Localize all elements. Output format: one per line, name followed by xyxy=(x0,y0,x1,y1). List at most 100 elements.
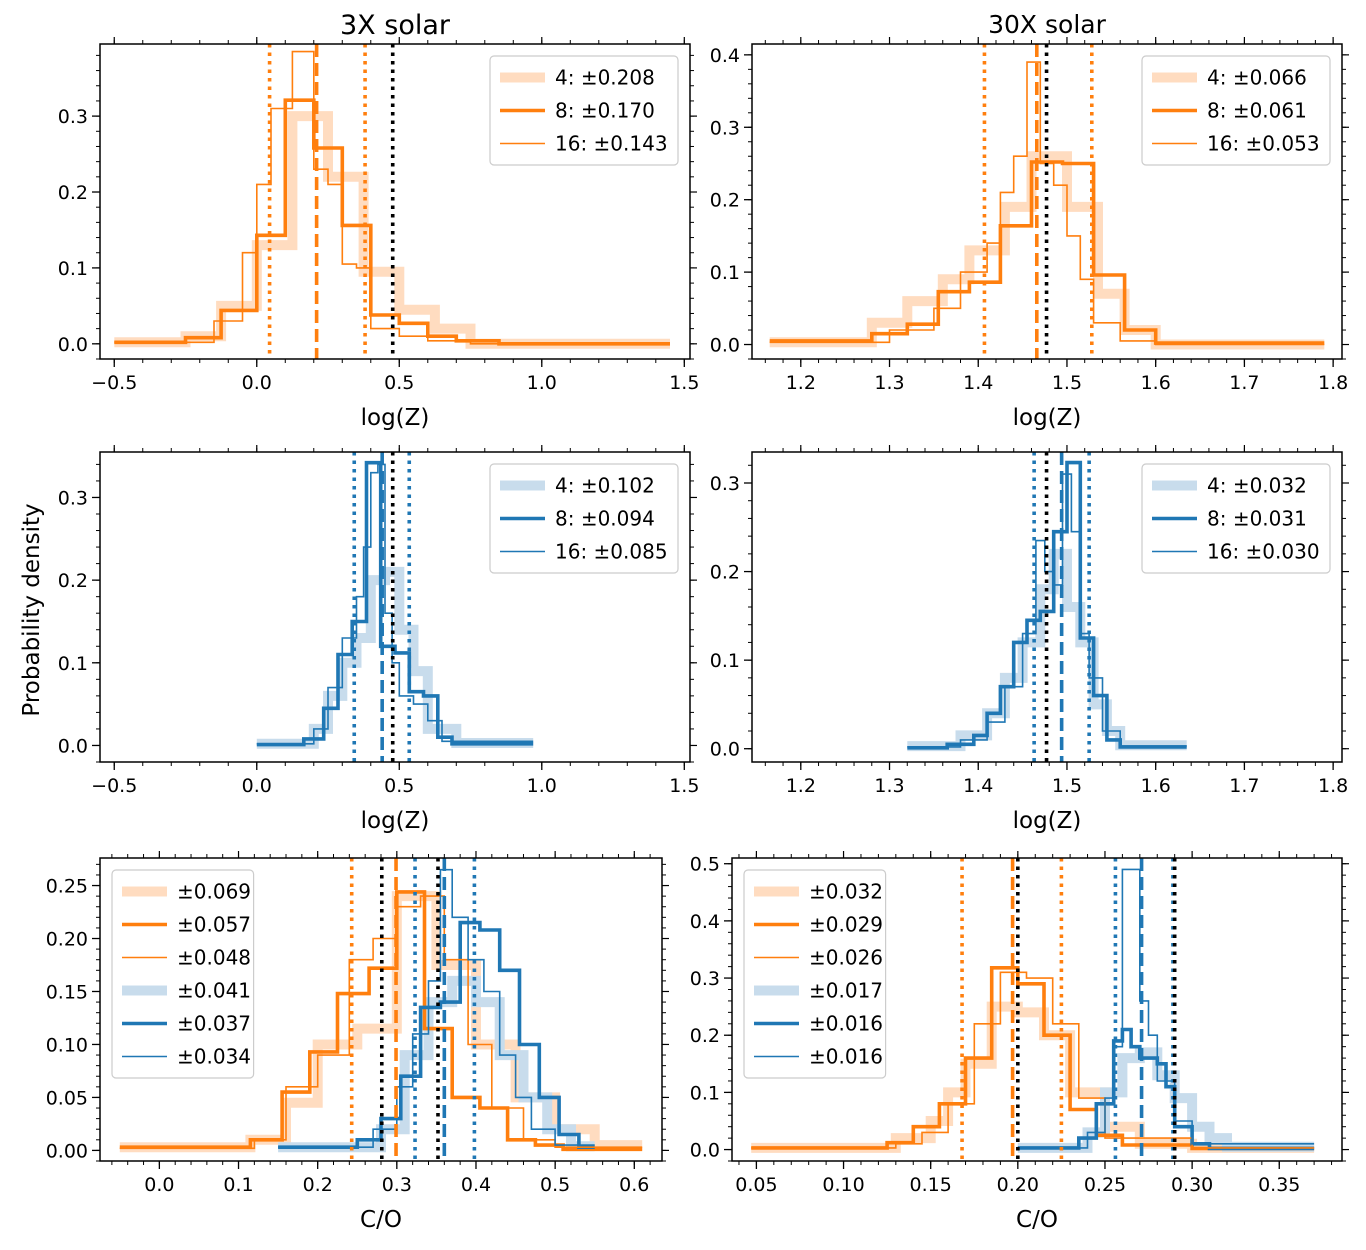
y-tick-label: 0.2 xyxy=(690,1025,720,1047)
y-tick-label: 0.0 xyxy=(710,335,740,357)
x-tick-label: 0.35 xyxy=(1258,1174,1300,1196)
title-3x-solar: 3X solar xyxy=(340,10,450,41)
legend-entry-label: ±0.026 xyxy=(809,946,883,970)
x-tick-label: 1.2 xyxy=(786,372,816,394)
x-tick-label: 0.1 xyxy=(223,1174,253,1196)
plot-area xyxy=(907,452,1187,762)
y-tick-label: 0.3 xyxy=(58,106,88,128)
legend-entry-label: ±0.057 xyxy=(177,913,251,937)
legend-box xyxy=(743,869,887,1079)
x-tick-label: 1.2 xyxy=(786,775,816,797)
y-tick-label: 0.1 xyxy=(710,262,740,284)
y-tick-label: 0.0 xyxy=(58,334,88,356)
hist-series-blue-4 xyxy=(278,975,595,1153)
legend-entry-label: ±0.016 xyxy=(809,1045,883,1069)
x-tick-label: −0.5 xyxy=(91,372,137,394)
x-tick-label: 1.5 xyxy=(1052,775,1082,797)
x-tick-label: 0.25 xyxy=(1084,1174,1126,1196)
legend: ±0.032 ±0.029 ±0.026 ±0.017 ±0.016 ±0.016 xyxy=(743,869,887,1079)
title-30x-solar: 30X solar xyxy=(988,10,1106,39)
legend-entry-label: 4: ±0.208 xyxy=(555,66,655,90)
legend: 4: ±0.066 8: ±0.061 16: ±0.053 xyxy=(1141,55,1331,166)
hist-series-orange-16 xyxy=(119,895,643,1150)
y-tick-label: 0.5 xyxy=(690,854,720,876)
legend-entry-label: 16: ±0.143 xyxy=(555,132,668,156)
y-tick-label: 0.4 xyxy=(710,45,740,67)
legend-box xyxy=(489,55,679,166)
hist-series-8 xyxy=(907,460,1187,750)
x-tick-label: 1.3 xyxy=(874,775,904,797)
x-tick-label: 1.4 xyxy=(963,372,993,394)
legend-entry-label: ±0.029 xyxy=(809,913,883,937)
legend-box xyxy=(111,869,255,1079)
x-tick-label: 0.20 xyxy=(997,1174,1039,1196)
y-tick-label: 0.3 xyxy=(710,117,740,139)
legend-entry-label: ±0.017 xyxy=(809,979,883,1003)
panel-p5: 0.0 0.1 0.2 0.3 0.4 0.5 0.6 0.00 0.05 0.10 0.15 0.2… xyxy=(46,851,669,1233)
legend-entry-label: 8: ±0.031 xyxy=(1207,507,1307,531)
y-tick-label: 0.25 xyxy=(46,876,88,898)
y-tick-label: 0.10 xyxy=(46,1034,88,1056)
legend-entry-label: ±0.069 xyxy=(177,880,251,904)
axes-frame xyxy=(731,857,1343,1162)
x-tick-label: 1.8 xyxy=(1318,775,1348,797)
panel-p2: 1.2 1.3 1.4 1.5 1.6 1.7 1.8 0.0 0.1 0.2 0.3 0.4 log(… xyxy=(710,37,1349,431)
legend-entry-label: ±0.016 xyxy=(809,1012,883,1036)
plot-area xyxy=(256,452,534,762)
legend-entry-label: ±0.037 xyxy=(177,1012,251,1036)
y-tick-label: 0.05 xyxy=(46,1087,88,1109)
hist-series-4 xyxy=(256,566,534,749)
y-tick-label: 0.2 xyxy=(58,570,88,592)
x-axis-label: log(Z) xyxy=(1013,405,1082,431)
hist-series-blue-8 xyxy=(278,920,595,1149)
y-tick-label: 0.1 xyxy=(710,650,740,672)
y-tick-label: 0.0 xyxy=(690,1140,720,1162)
legend: 4: ±0.102 8: ±0.094 16: ±0.085 xyxy=(489,463,679,574)
legend-entry-label: 8: ±0.170 xyxy=(555,99,655,123)
x-tick-label: 0.6 xyxy=(619,1174,649,1196)
y-tick-label: 0.1 xyxy=(690,1082,720,1104)
x-tick-label: 0.0 xyxy=(242,372,272,394)
x-tick-label: 1.0 xyxy=(527,775,557,797)
legend-entry-label: ±0.034 xyxy=(177,1045,251,1069)
legend-box xyxy=(489,463,679,574)
x-axis-label: log(Z) xyxy=(361,808,430,834)
hist-series-16 xyxy=(769,61,1325,346)
x-tick-label: 0.5 xyxy=(384,372,414,394)
y-tick-label: 0.0 xyxy=(710,739,740,761)
x-tick-label: 0.0 xyxy=(242,775,272,797)
legend-entry-label: 4: ±0.102 xyxy=(555,474,655,498)
plot-area xyxy=(114,44,670,359)
legend-entry-label: ±0.032 xyxy=(809,880,883,904)
y-tick-label: 0.3 xyxy=(710,473,740,495)
hist-series-16 xyxy=(114,50,670,345)
x-tick-label: 0.0 xyxy=(144,1174,174,1196)
x-tick-label: 0.5 xyxy=(540,1174,570,1196)
legend-entry-label: 16: ±0.030 xyxy=(1207,540,1320,564)
y-tick-label: 0.2 xyxy=(710,562,740,584)
axes-frame xyxy=(99,43,691,360)
plot-area xyxy=(751,858,1315,1161)
legend-entry-label: ±0.041 xyxy=(177,979,251,1003)
x-tick-label: 1.6 xyxy=(1141,775,1171,797)
x-tick-label: 1.0 xyxy=(527,372,557,394)
legend-entry-label: 8: ±0.061 xyxy=(1207,99,1307,123)
legend-entry-label: 16: ±0.053 xyxy=(1207,132,1320,156)
x-tick-label: 1.6 xyxy=(1141,372,1171,394)
x-tick-label: 1.5 xyxy=(669,372,699,394)
axes-frame xyxy=(751,43,1343,360)
x-tick-label: 1.8 xyxy=(1318,372,1348,394)
hist-series-blue-16 xyxy=(278,868,595,1148)
legend-entry-label: 4: ±0.066 xyxy=(1207,66,1307,90)
y-tick-label: 0.00 xyxy=(46,1140,88,1162)
panel-p6: 0.05 0.10 0.15 0.20 0.25 0.30 0.35 0.0 0.1 0.2 0.3… xyxy=(690,851,1349,1233)
x-tick-label: 1.4 xyxy=(963,775,993,797)
hist-series-orange-8 xyxy=(751,966,1315,1151)
y-tick-label: 0.2 xyxy=(58,182,88,204)
x-tick-label: 0.4 xyxy=(461,1174,491,1196)
y-tick-label: 0.4 xyxy=(690,911,720,933)
plot-area xyxy=(769,44,1325,359)
